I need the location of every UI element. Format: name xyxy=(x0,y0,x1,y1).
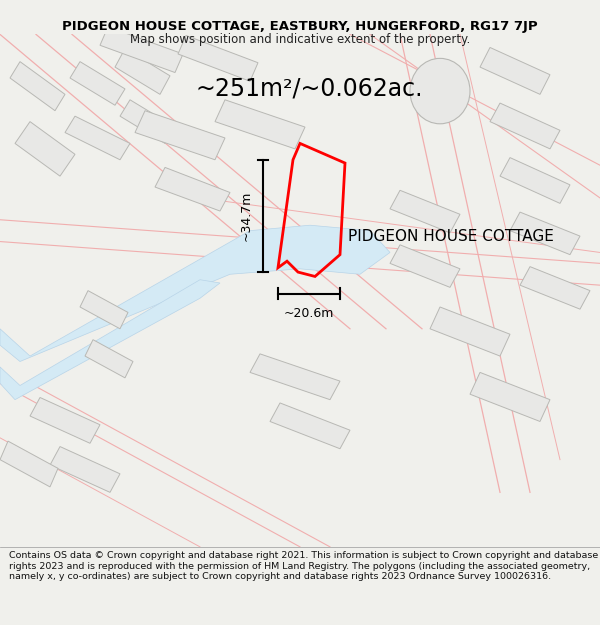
Polygon shape xyxy=(30,398,100,443)
Text: ~251m²/~0.062ac.: ~251m²/~0.062ac. xyxy=(195,77,422,101)
Polygon shape xyxy=(100,27,183,72)
Text: ~20.6m: ~20.6m xyxy=(284,307,334,320)
Polygon shape xyxy=(430,307,510,356)
Text: Map shows position and indicative extent of the property.: Map shows position and indicative extent… xyxy=(130,32,470,46)
Polygon shape xyxy=(470,372,550,421)
Polygon shape xyxy=(215,100,305,149)
Circle shape xyxy=(410,58,470,124)
Polygon shape xyxy=(115,49,170,94)
Polygon shape xyxy=(480,48,550,94)
Polygon shape xyxy=(65,116,130,160)
Polygon shape xyxy=(85,340,133,378)
Text: PIDGEON HOUSE COTTAGE, EASTBURY, HUNGERFORD, RG17 7JP: PIDGEON HOUSE COTTAGE, EASTBURY, HUNGERF… xyxy=(62,20,538,33)
Polygon shape xyxy=(0,280,220,399)
Polygon shape xyxy=(50,446,120,493)
Polygon shape xyxy=(10,62,65,111)
Text: ~34.7m: ~34.7m xyxy=(240,191,253,241)
Polygon shape xyxy=(70,62,125,105)
Polygon shape xyxy=(490,103,560,149)
Text: PIDGEON HOUSE COTTAGE: PIDGEON HOUSE COTTAGE xyxy=(348,229,554,244)
Polygon shape xyxy=(250,354,340,399)
Polygon shape xyxy=(390,190,460,233)
Polygon shape xyxy=(120,100,175,143)
Polygon shape xyxy=(15,122,75,176)
Polygon shape xyxy=(520,267,590,309)
Polygon shape xyxy=(135,111,225,160)
Polygon shape xyxy=(390,245,460,288)
Polygon shape xyxy=(80,291,128,329)
Polygon shape xyxy=(178,36,258,81)
Polygon shape xyxy=(0,225,390,361)
Polygon shape xyxy=(155,168,230,211)
Polygon shape xyxy=(510,212,580,254)
Polygon shape xyxy=(0,441,58,487)
Polygon shape xyxy=(270,403,350,449)
Polygon shape xyxy=(500,158,570,203)
Text: Contains OS data © Crown copyright and database right 2021. This information is : Contains OS data © Crown copyright and d… xyxy=(9,551,598,581)
